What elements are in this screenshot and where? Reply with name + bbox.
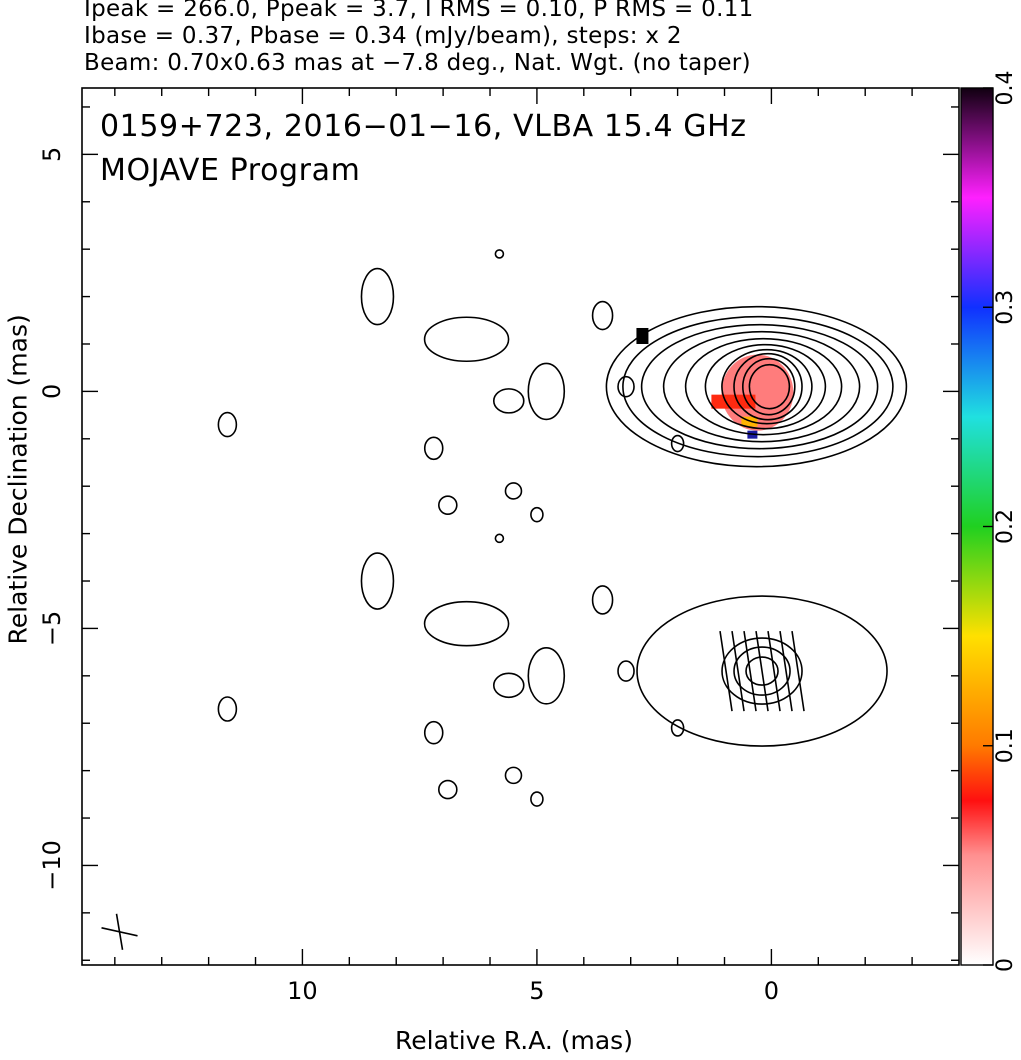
polarization-contour	[423, 436, 444, 461]
beam-minor	[115, 913, 124, 950]
evpa-stick	[767, 630, 781, 712]
header-line-peaks: Ipeak = 266.0, Ppeak = 3.7, I RMS = 0.10…	[84, 0, 754, 22]
evpa-stick	[779, 630, 793, 712]
polarization-contour	[360, 267, 395, 326]
evpa-stick	[755, 630, 769, 712]
y-tick-label: 5	[38, 147, 66, 162]
polarized-flux-knot	[636, 327, 649, 344]
colorbar-tick-label: 0.4	[993, 71, 1018, 106]
evpa-contour	[636, 595, 888, 747]
y-axis-label: Relative Declination (mas)	[3, 314, 33, 645]
program-title: MOJAVE Program	[100, 153, 361, 188]
evpa-contour	[733, 646, 791, 696]
evpa-contour	[438, 779, 458, 800]
polarization-contour	[733, 352, 803, 421]
x-tick-label: 10	[287, 977, 318, 1005]
polarization-contour	[492, 388, 525, 414]
x-axis-label: Relative R.A. (mas)	[395, 1026, 633, 1055]
y-tick-label: 0	[38, 384, 66, 399]
evpa-contour	[360, 552, 395, 610]
evpa-contour	[617, 660, 635, 682]
polarization-contour	[670, 434, 685, 453]
y-tick-label: −5	[38, 611, 66, 646]
colorbar-tick-label: 0.1	[993, 728, 1018, 763]
evpa-contour	[527, 647, 566, 705]
polarization-contour	[217, 411, 238, 438]
evpa-contour	[670, 719, 685, 737]
polarization-contour	[504, 482, 523, 500]
polarization-contour	[617, 375, 635, 398]
polarized-flux-core	[721, 354, 794, 431]
evpa-stick	[791, 630, 805, 712]
evpa-contour	[423, 600, 510, 647]
evpa-contour	[591, 585, 614, 615]
evpa-stick	[719, 630, 733, 712]
evpa-contour	[217, 696, 238, 722]
y-tick-label: −10	[38, 840, 66, 891]
header-line-base: Ibase = 0.37, Pbase = 0.34 (mJy/beam), s…	[84, 23, 682, 49]
polarization-contour	[748, 363, 791, 410]
evpa-contour	[745, 656, 779, 686]
polarization-contour	[438, 495, 458, 515]
evpa-contour	[492, 672, 525, 699]
colorbar-tick-label: 0	[993, 958, 1018, 972]
polarization-contour	[721, 348, 813, 425]
colorbar-tick-label: 0.3	[993, 290, 1018, 325]
polarization-contour	[527, 362, 566, 421]
evpa-contour	[530, 791, 544, 807]
polarization-contour	[704, 343, 827, 430]
polarization-contour	[605, 305, 908, 468]
evpa-contour	[721, 637, 803, 705]
polarization-contour	[622, 315, 894, 458]
evpa-contour	[423, 720, 444, 745]
source-title: 0159+723, 2016−01−16, VLBA 15.4 GHz	[100, 109, 747, 144]
evpa-stick	[731, 630, 745, 712]
polarization-contour	[684, 337, 843, 436]
header-line-beam: Beam: 0.70x0.63 mas at −7.8 deg., Nat. W…	[84, 50, 751, 76]
polarization-contour	[591, 300, 614, 331]
polarization-contour	[423, 316, 510, 363]
polarization-contour	[662, 330, 861, 443]
colorbar-tick-label: 0.2	[993, 509, 1018, 544]
polarization-contour	[640, 323, 879, 450]
plot-frame	[81, 87, 960, 966]
evpa-stick	[743, 630, 757, 712]
evpa-contour	[494, 533, 505, 544]
evpa-contour	[504, 766, 523, 785]
polarization-contour	[494, 249, 505, 259]
x-tick-label: 5	[529, 977, 544, 1005]
x-tick-label: 0	[764, 977, 779, 1005]
polarized-flux-tail	[711, 394, 756, 409]
polarization-contour	[742, 357, 796, 416]
polarization-contour	[530, 506, 544, 523]
